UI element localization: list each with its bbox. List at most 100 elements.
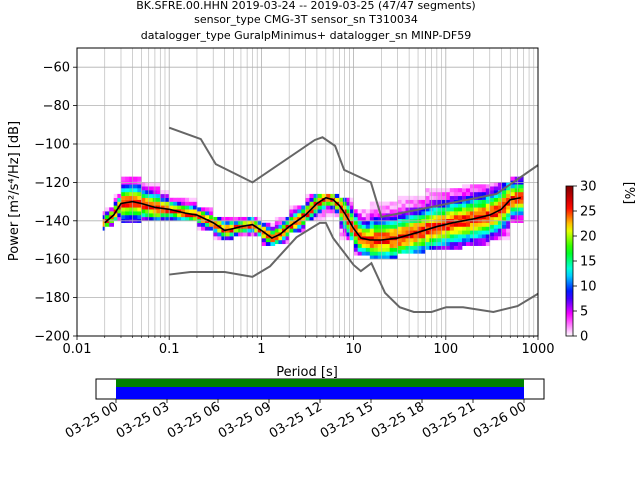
pdf-cell	[156, 182, 161, 187]
pdf-cell	[305, 209, 310, 214]
pdf-cell	[321, 201, 327, 206]
pdf-cell	[413, 203, 418, 208]
pdf-cell	[457, 215, 463, 220]
pdf-cell	[141, 193, 146, 198]
pdf-cell	[405, 241, 410, 246]
pdf-cell	[156, 193, 161, 198]
pdf-cell	[278, 224, 283, 229]
pdf-cell	[261, 238, 267, 243]
plot-grid	[76, 48, 538, 337]
pdf-cell	[242, 216, 248, 221]
pdf-cell	[514, 184, 520, 189]
pdf-cell	[169, 197, 174, 202]
pdf-cell	[437, 226, 442, 231]
pdf-cell	[104, 215, 110, 220]
pdf-cell	[393, 220, 398, 225]
pdf-cell	[445, 241, 451, 246]
pdf-cell	[409, 249, 414, 254]
y-tick-label: −100	[34, 138, 70, 153]
pdf-cell	[125, 215, 130, 220]
pdf-cell	[297, 205, 302, 210]
colorbar-tick-label: 10	[580, 280, 597, 295]
pdf-cell	[164, 197, 170, 202]
x-tick-label: 1	[257, 342, 265, 357]
pdf-cell	[145, 190, 150, 195]
pdf-cell	[409, 230, 414, 235]
pdf-cell	[148, 209, 154, 214]
pdf-cell	[305, 197, 310, 202]
pdf-cell	[270, 226, 276, 231]
chart-title-line-1: BK.SFRE.00.HHN 2019-03-24 -- 2019-03-25 …	[136, 0, 475, 12]
pdf-cell	[485, 226, 491, 231]
pdf-cell	[421, 241, 426, 246]
pdf-cell	[353, 247, 358, 252]
pdf-cell	[233, 224, 239, 229]
pdf-cell	[466, 226, 471, 231]
pdf-cell	[445, 199, 451, 204]
pdf-cell	[192, 197, 198, 202]
pdf-cell	[353, 243, 358, 248]
pdf-cell	[493, 228, 499, 233]
pdf-cell	[385, 240, 390, 245]
pdf-cell	[466, 238, 471, 243]
pdf-cell	[502, 182, 507, 187]
pdf-cell	[350, 205, 354, 210]
pdf-cell	[506, 236, 511, 241]
pdf-cell	[449, 245, 455, 250]
pdf-cell	[369, 251, 375, 256]
pdf-cell	[497, 224, 503, 229]
pdf-cell	[425, 195, 430, 200]
pdf-cell	[373, 228, 379, 233]
pdf-cell	[485, 207, 491, 212]
pdf-cell	[221, 232, 226, 237]
pdf-cell	[489, 236, 495, 241]
pdf-cell	[466, 211, 471, 216]
pdf-cell	[457, 230, 463, 235]
pdf-cell	[313, 197, 318, 202]
pdf-cell	[457, 238, 463, 243]
pdf-cell	[205, 222, 210, 227]
pdf-cell	[301, 220, 306, 225]
pdf-cell	[425, 207, 430, 212]
pdf-cell	[373, 213, 379, 218]
pdf-cell	[120, 203, 126, 208]
pdf-cell	[346, 228, 351, 233]
pdf-cell	[189, 209, 194, 214]
pdf-cell	[297, 224, 302, 229]
y-tick-label: −80	[43, 99, 70, 114]
pdf-cell	[453, 188, 459, 193]
pdf-cell	[397, 222, 402, 227]
pdf-cell	[145, 201, 150, 206]
pdf-cell	[350, 232, 354, 237]
pdf-cell	[441, 245, 447, 250]
pdf-cell	[365, 247, 371, 252]
pdf-cell	[413, 195, 418, 200]
pdf-cell	[389, 247, 394, 252]
pdf-cell	[141, 197, 146, 202]
pdf-cell	[365, 224, 371, 229]
pdf-cell	[502, 220, 507, 225]
pdf-cell	[401, 245, 406, 250]
pdf-cell	[466, 222, 471, 227]
pdf-cell	[282, 216, 286, 221]
pdf-cell	[305, 205, 310, 210]
pdf-cell	[361, 240, 367, 245]
pdf-cell	[205, 226, 210, 231]
pdf-cell	[261, 234, 267, 239]
pdf-cell	[247, 228, 251, 233]
pdf-cell	[381, 216, 386, 221]
pdf-cell	[373, 243, 379, 248]
pdf-cell	[217, 228, 222, 233]
pdf-cell	[330, 193, 336, 198]
pdf-cell	[489, 213, 495, 218]
pdf-cell	[325, 213, 331, 218]
pdf-cell	[401, 222, 406, 227]
pdf-cell	[506, 190, 511, 195]
pdf-cell	[502, 216, 507, 221]
pdf-cell	[185, 209, 190, 214]
pdf-cell	[373, 224, 379, 229]
pdf-cell	[361, 243, 367, 248]
pdf-cell	[274, 228, 279, 233]
pdf-cell	[274, 220, 279, 225]
pdf-cell	[225, 236, 230, 241]
